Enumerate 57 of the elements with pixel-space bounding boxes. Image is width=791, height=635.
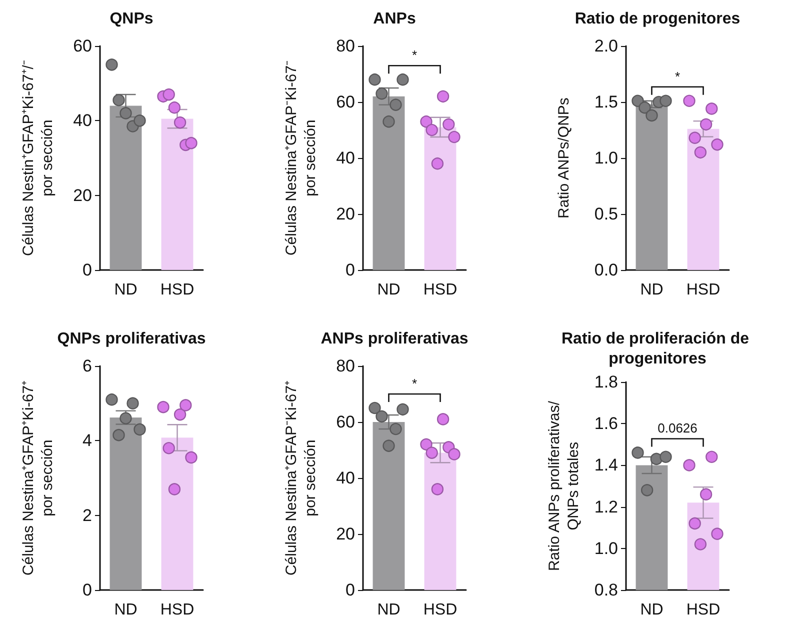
y-tick-label: 1.5 — [594, 92, 618, 112]
x-tick-label: ND — [114, 282, 138, 298]
x-tick-label: ND — [640, 602, 664, 618]
chart-title: ANPs proliferativas — [320, 330, 468, 348]
chart-title: Ratio de progenitores — [574, 10, 740, 28]
x-tick-label: HSD — [686, 282, 720, 298]
y-tick-label: 4 — [82, 431, 92, 450]
chart-title: ANPs — [373, 10, 416, 28]
y-tick-label: 0 — [346, 580, 355, 600]
y-tick-label: 60 — [73, 36, 92, 56]
annotation: 0.0626 — [658, 420, 698, 436]
x-tick-label: HSD — [160, 602, 194, 618]
chart-title: Ratio de proliferación de progenitores — [561, 330, 754, 368]
y-tick-label: 0 — [82, 260, 92, 280]
y-tick-label: 1.0 — [594, 538, 618, 558]
y-axis-title: Células Nestin⁺GFAP⁺Ki-67⁺/⁻ por sección — [19, 60, 57, 256]
y-tick-label: 40 — [336, 148, 355, 168]
y-tick-label: 6 — [82, 356, 92, 376]
y-tick-label: 60 — [336, 412, 355, 432]
y-axis-title: Células Nestina⁺GFAP⁺Ki-67⁺ por sección — [19, 380, 57, 576]
y-tick-label: 1.8 — [594, 372, 618, 392]
annotation: * — [412, 376, 418, 391]
y-tick-label: 2 — [82, 506, 92, 525]
y-tick-label: 0 — [346, 260, 355, 280]
chart-title: QNPs — [110, 10, 154, 28]
x-tick-label: HSD — [686, 602, 720, 618]
y-tick-label: 1.2 — [594, 497, 618, 516]
y-tick-label: 20 — [336, 524, 355, 544]
y-tick-label: 0 — [82, 580, 92, 600]
y-tick-label: 2.0 — [594, 36, 618, 56]
y-tick-label: 80 — [336, 36, 355, 56]
y-tick-label: 20 — [73, 186, 92, 205]
y-tick-label: 40 — [336, 468, 355, 488]
y-axis-title: Células Nestina⁺GFAP⁻Ki-67⁺ por sección — [282, 380, 320, 576]
chart-title: QNPs proliferativas — [57, 330, 206, 348]
annotation: * — [412, 48, 418, 63]
y-tick-label: 0.0 — [594, 260, 618, 280]
x-tick-label: ND — [640, 282, 664, 298]
y-tick-label: 20 — [336, 204, 355, 224]
y-tick-label: 40 — [73, 111, 92, 130]
x-tick-label: HSD — [423, 282, 458, 298]
y-axis-title: Células Nestina⁺GFAP⁻Ki-67⁻ por sección — [282, 60, 320, 256]
x-tick-label: ND — [377, 282, 400, 298]
y-axis-title: Ratio ANPs proliferativas/ QNPs totales — [545, 400, 583, 572]
x-tick-label: ND — [377, 602, 400, 618]
y-axis-title: Ratio ANPs/QNPs — [554, 98, 574, 218]
x-tick-label: HSD — [423, 602, 458, 618]
y-tick-label: 1.6 — [594, 414, 618, 434]
y-tick-label: 0.5 — [594, 204, 618, 224]
x-tick-label: HSD — [160, 282, 194, 298]
y-tick-label: 0.8 — [594, 580, 618, 600]
y-tick-label: 1.0 — [594, 148, 618, 168]
y-tick-label: 80 — [336, 356, 355, 376]
y-tick-label: 1.4 — [594, 456, 618, 475]
x-tick-label: ND — [114, 602, 138, 618]
annotation: * — [674, 68, 680, 84]
y-tick-label: 60 — [336, 92, 355, 112]
